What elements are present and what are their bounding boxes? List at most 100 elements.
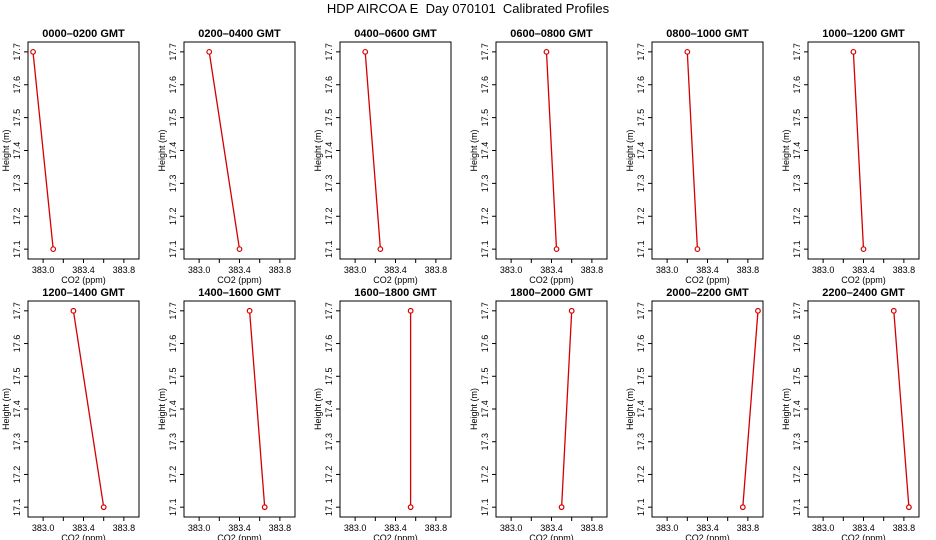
y-tick-label: 17.2 [636,207,646,225]
x-tick-label: 383.0 [32,523,55,533]
x-axis-label: CO2 (ppm) [529,533,574,540]
y-tick-label: 17.3 [12,433,22,451]
y-axis-label: Height (m) [157,388,167,430]
y-tick-label: 17.7 [324,302,334,320]
x-tick-label: 383.0 [812,523,835,533]
x-tick-label: 383.0 [344,523,367,533]
y-tick-label: 17.6 [12,76,22,94]
x-tick-label: 383.4 [540,265,563,275]
y-axis-label: Height (m) [625,388,635,430]
y-tick-label: 17.1 [792,240,802,258]
profile-line [208,51,241,250]
y-axis-label: Height (m) [469,129,479,171]
y-tick-label: 17.4 [792,400,802,418]
y-tick-label: 17.3 [168,433,178,451]
x-axis-label: CO2 (ppm) [841,275,886,285]
y-tick-label: 17.3 [636,175,646,193]
y-tick-label: 17.7 [168,302,178,320]
x-tick-label: 383.4 [852,265,875,275]
panel-frame [339,41,452,260]
y-tick-label: 17.4 [480,142,490,160]
y-tick-label: 17.7 [12,43,22,61]
x-tick-label: 383.8 [581,265,604,275]
y-tick-label: 17.1 [12,498,22,516]
data-point [755,307,761,314]
x-tick-label: 383.4 [384,523,407,533]
y-tick-label: 17.6 [636,76,646,94]
panel-frame [183,300,296,518]
data-point [362,48,369,55]
y-axis-label: Height (m) [469,388,479,430]
y-tick-label: 17.4 [792,142,802,160]
x-tick-label: 383.0 [188,523,211,533]
data-point [206,48,213,55]
x-axis-label: CO2 (ppm) [685,533,730,540]
panel-frame [807,300,920,518]
profile-line [686,51,699,250]
data-point [850,48,857,55]
x-tick-label: 383.4 [852,523,875,533]
y-tick-label: 17.1 [324,498,334,516]
profile-line [852,51,865,250]
y-axis-label: Height (m) [313,388,323,430]
panel-title: 0400–0600 GMT [354,28,437,40]
y-tick-label: 17.2 [324,207,334,225]
data-point [70,307,77,314]
x-tick-label: 383.4 [72,523,95,533]
y-tick-label: 17.3 [168,175,178,193]
profile-line [742,310,759,508]
y-tick-label: 17.5 [168,368,178,386]
y-tick-label: 17.3 [480,433,490,451]
data-point [407,504,414,511]
panel-frame [651,41,764,260]
y-axis-label: Height (m) [781,388,791,430]
y-tick-label: 17.5 [792,368,802,386]
y-axis-label: Height (m) [781,129,791,171]
data-point [30,48,36,55]
y-tick-label: 17.2 [480,207,490,225]
y-tick-label: 17.5 [168,109,178,127]
y-tick-label: 17.7 [636,302,646,320]
y-axis-label: Height (m) [313,129,323,171]
y-tick-label: 17.5 [480,109,490,127]
data-point [558,504,565,511]
y-tick-label: 17.6 [324,335,334,353]
data-point [890,307,897,314]
y-tick-label: 17.2 [12,207,22,225]
x-tick-label: 383.0 [500,265,523,275]
panel-title: 1000–1200 GMT [822,28,905,40]
y-tick-label: 17.6 [792,76,802,94]
panel-title: 0000–0200 GMT [42,28,125,40]
x-tick-label: 383.4 [696,265,719,275]
y-tick-label: 17.6 [168,335,178,353]
y-tick-label: 17.3 [636,433,646,451]
y-tick-label: 17.3 [324,433,334,451]
y-tick-label: 17.2 [480,466,490,484]
data-point [377,246,384,253]
x-axis-label: CO2 (ppm) [841,533,886,540]
y-tick-label: 17.4 [480,400,490,418]
y-axis-label: Height (m) [1,129,11,171]
x-tick-label: 383.0 [32,265,55,275]
profile-line [560,310,573,508]
x-axis-label: CO2 (ppm) [61,275,106,285]
y-tick-label: 17.3 [480,175,490,193]
y-tick-label: 17.3 [324,175,334,193]
x-axis-label: CO2 (ppm) [61,533,106,540]
data-point [261,504,268,511]
y-axis-label: Height (m) [157,129,167,171]
data-point [236,246,243,253]
y-tick-label: 17.5 [324,368,334,386]
y-tick-label: 17.5 [324,109,334,127]
data-point [739,504,746,511]
y-tick-label: 17.6 [12,335,22,353]
y-tick-label: 17.3 [792,175,802,193]
y-tick-label: 17.2 [12,466,22,484]
x-tick-label: 383.0 [500,523,523,533]
y-tick-label: 17.2 [324,466,334,484]
panel-frame [339,300,452,518]
y-tick-label: 17.1 [168,240,178,258]
y-tick-label: 17.7 [480,302,490,320]
